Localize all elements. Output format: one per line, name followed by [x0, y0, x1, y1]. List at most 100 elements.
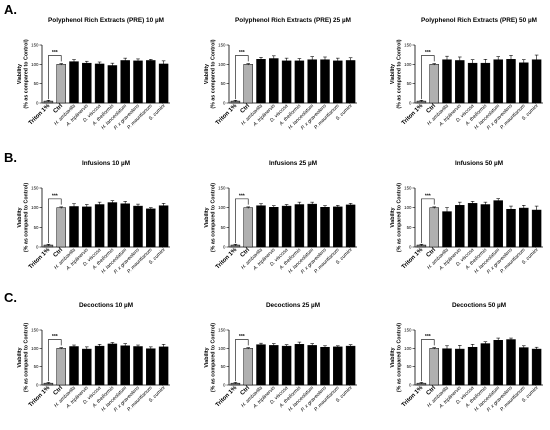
- bar-9: [519, 347, 529, 386]
- x-tick-label: Triton 1%: [401, 385, 425, 409]
- y-tick-label: 0: [223, 245, 226, 250]
- y-tick-label: 50: [221, 81, 226, 86]
- x-tick-label: Ctrl: [240, 103, 252, 115]
- y-tick-label: 0: [223, 101, 226, 106]
- bar-6: [294, 344, 305, 386]
- y-tick-label: 100: [31, 205, 39, 210]
- bar-9: [146, 60, 156, 104]
- bar-6: [294, 204, 305, 248]
- bar-10: [345, 60, 356, 104]
- y-tick-label: 0: [409, 245, 412, 250]
- bar-7: [307, 203, 317, 248]
- bar-6: [480, 343, 491, 386]
- x-tick-label: Triton 1%: [215, 247, 239, 271]
- bar-6: [480, 62, 491, 104]
- bar-5: [94, 345, 105, 386]
- y-tick-label: 0: [36, 101, 39, 106]
- bar-2: [56, 207, 66, 248]
- significance-bracket: [235, 198, 249, 244]
- y-tick-label: 150: [31, 328, 39, 333]
- bar-2: [56, 64, 66, 104]
- bar-6: [294, 60, 305, 104]
- y-axis-label: Viability: [390, 207, 396, 227]
- bar-8: [320, 59, 330, 104]
- y-axis-label: (% as compared to Control): [24, 39, 30, 108]
- bar-7: [120, 345, 130, 386]
- significance-label: ***: [239, 334, 245, 340]
- panel-title: Polyphenol Rich Extracts (PRE) 25 µM: [235, 17, 351, 24]
- bar-8: [320, 207, 330, 248]
- panel-title: Decoctions 50 µM: [452, 302, 506, 309]
- panel-title: Decoctions 25 µM: [266, 302, 320, 309]
- x-tick-label: Ctrl: [240, 247, 252, 259]
- bar-3: [442, 59, 452, 104]
- row-label-b: B.: [4, 150, 17, 165]
- y-tick-label: 0: [36, 383, 39, 388]
- y-tick-label: 100: [404, 205, 412, 210]
- bar-9: [333, 60, 343, 104]
- bar-5: [467, 346, 478, 386]
- significance-bracket: [48, 339, 62, 382]
- y-axis-label: Viability: [17, 207, 23, 227]
- bar-9: [519, 207, 529, 248]
- bar-8: [506, 59, 516, 104]
- significance-bracket: [48, 55, 62, 100]
- y-tick-label: 50: [407, 364, 412, 369]
- x-tick-label: Triton 1%: [215, 385, 239, 409]
- y-axis-label: (% as compared to Control): [211, 183, 217, 252]
- y-axis-label: Viability: [204, 64, 210, 84]
- x-tick-label: Ctrl: [53, 247, 65, 259]
- bar-8: [320, 346, 330, 386]
- significance-bracket: [421, 198, 435, 244]
- significance-label: ***: [425, 193, 431, 199]
- bar-8: [133, 205, 143, 248]
- bar-2: [429, 64, 439, 104]
- y-axis-label: Viability: [17, 64, 23, 84]
- y-tick-label: 0: [409, 101, 412, 106]
- chart-panel-5: Infusions 25 µM Viability (% as compared t…: [204, 160, 357, 275]
- chart-panel-8: Decoctions 25 µM Viability (% as compared …: [204, 302, 357, 413]
- bar-5: [467, 62, 478, 104]
- bar-3: [256, 344, 266, 386]
- bar-4: [269, 345, 279, 386]
- bar-2: [429, 207, 439, 248]
- x-tick-label: Triton 1%: [401, 103, 425, 127]
- bar-5: [467, 203, 478, 248]
- bar-6: [107, 65, 118, 104]
- y-axis-label: (% as compared to Control): [24, 323, 30, 392]
- bar-8: [506, 339, 516, 386]
- chart-panel-7: Decoctions 10 µM Viability (% as compared …: [17, 302, 170, 413]
- bar-6: [107, 343, 118, 386]
- significance-label: ***: [52, 193, 58, 199]
- significance-label: ***: [425, 50, 431, 56]
- bar-3: [69, 61, 79, 104]
- row-label-c: C.: [4, 290, 17, 305]
- bar-4: [455, 205, 465, 248]
- bar-4: [82, 348, 92, 386]
- bar-2: [56, 348, 66, 386]
- x-tick-label: Triton 1%: [28, 247, 52, 271]
- bar-10: [158, 346, 169, 386]
- bar-8: [133, 346, 143, 386]
- panel-title: Infusions 50 µM: [455, 160, 503, 167]
- bar-7: [307, 59, 317, 104]
- bar-3: [442, 348, 452, 386]
- bar-3: [256, 59, 266, 104]
- chart-panel-6: Infusions 50 µM Viability (% as compared t…: [390, 160, 543, 275]
- y-tick-label: 150: [31, 43, 39, 48]
- y-tick-label: 0: [36, 245, 39, 250]
- y-axis-label: Viability: [204, 347, 210, 367]
- significance-bracket: [421, 55, 435, 100]
- bar-10: [345, 204, 356, 248]
- panel-title: Polyphenol Rich Extracts (PRE) 10 µM: [48, 17, 164, 24]
- y-axis-label: (% as compared to Control): [24, 183, 30, 252]
- y-tick-label: 100: [31, 346, 39, 351]
- y-axis-label: (% as compared to Control): [397, 183, 403, 252]
- x-tick-label: Ctrl: [240, 385, 252, 397]
- bar-3: [256, 205, 266, 248]
- chart-panels: Polyphenol Rich Extracts (PRE) 10 µM Viab…: [17, 17, 543, 413]
- y-tick-label: 100: [404, 346, 412, 351]
- bar-8: [133, 60, 143, 104]
- x-tick-label: Ctrl: [426, 247, 438, 259]
- bar-5: [94, 204, 105, 248]
